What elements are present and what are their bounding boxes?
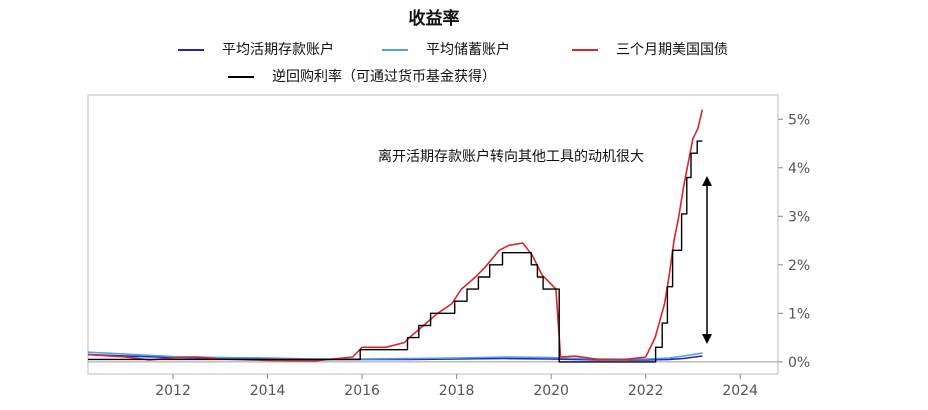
legend-item-treasury: 三个月期美国国债 <box>572 39 728 59</box>
legend-item-demand-deposit: 平均活期存款账户 <box>178 39 334 59</box>
legend-swatch-demand-deposit <box>178 49 204 51</box>
y-tick-label: 2% <box>788 258 810 274</box>
y-tick-label: 3% <box>788 209 810 225</box>
legend-swatch-treasury <box>572 49 598 51</box>
legend-label-treasury: 三个月期美国国债 <box>616 42 728 58</box>
x-tick-label: 2012 <box>155 383 191 399</box>
series-treasury-line <box>87 109 704 362</box>
x-tick-label: 2014 <box>250 383 286 399</box>
legend-item-savings: 平均储蓄账户 <box>382 39 510 59</box>
annotation-text: 离开活期存款账户转向其他工具的动机很大 <box>378 148 644 165</box>
legend-label-savings: 平均储蓄账户 <box>426 42 510 58</box>
series-layer <box>87 109 704 363</box>
y-tick-label: 0% <box>788 355 810 371</box>
y-axis: 0% 1% 2% 3% 4% 5% <box>778 112 810 371</box>
legend-label-demand-deposit: 平均活期存款账户 <box>222 42 334 58</box>
chart-title: 收益率 <box>408 9 460 29</box>
x-tick-label: 2018 <box>439 383 475 399</box>
x-tick-label: 2020 <box>533 383 569 399</box>
x-tick-label: 2016 <box>344 383 380 399</box>
x-tick-label: 2024 <box>722 383 758 399</box>
plot-frame <box>87 94 779 375</box>
x-tick-label: 2022 <box>628 383 664 399</box>
y-tick-label: 4% <box>788 161 810 177</box>
x-axis: 2012 2014 2016 2018 2020 2022 2024 <box>155 374 758 399</box>
legend-swatch-reverse-repo <box>228 76 254 78</box>
series-demand-deposit-line <box>87 353 703 361</box>
y-tick-label: 5% <box>788 112 810 128</box>
y-tick-label: 1% <box>788 306 810 322</box>
legend-label-reverse-repo: 逆回购利率（可通过货币基金获得） <box>272 69 496 85</box>
series-reverse-repo-line <box>88 140 703 363</box>
legend-swatch-savings <box>382 49 408 51</box>
legend-item-reverse-repo: 逆回购利率（可通过货币基金获得） <box>228 66 496 86</box>
